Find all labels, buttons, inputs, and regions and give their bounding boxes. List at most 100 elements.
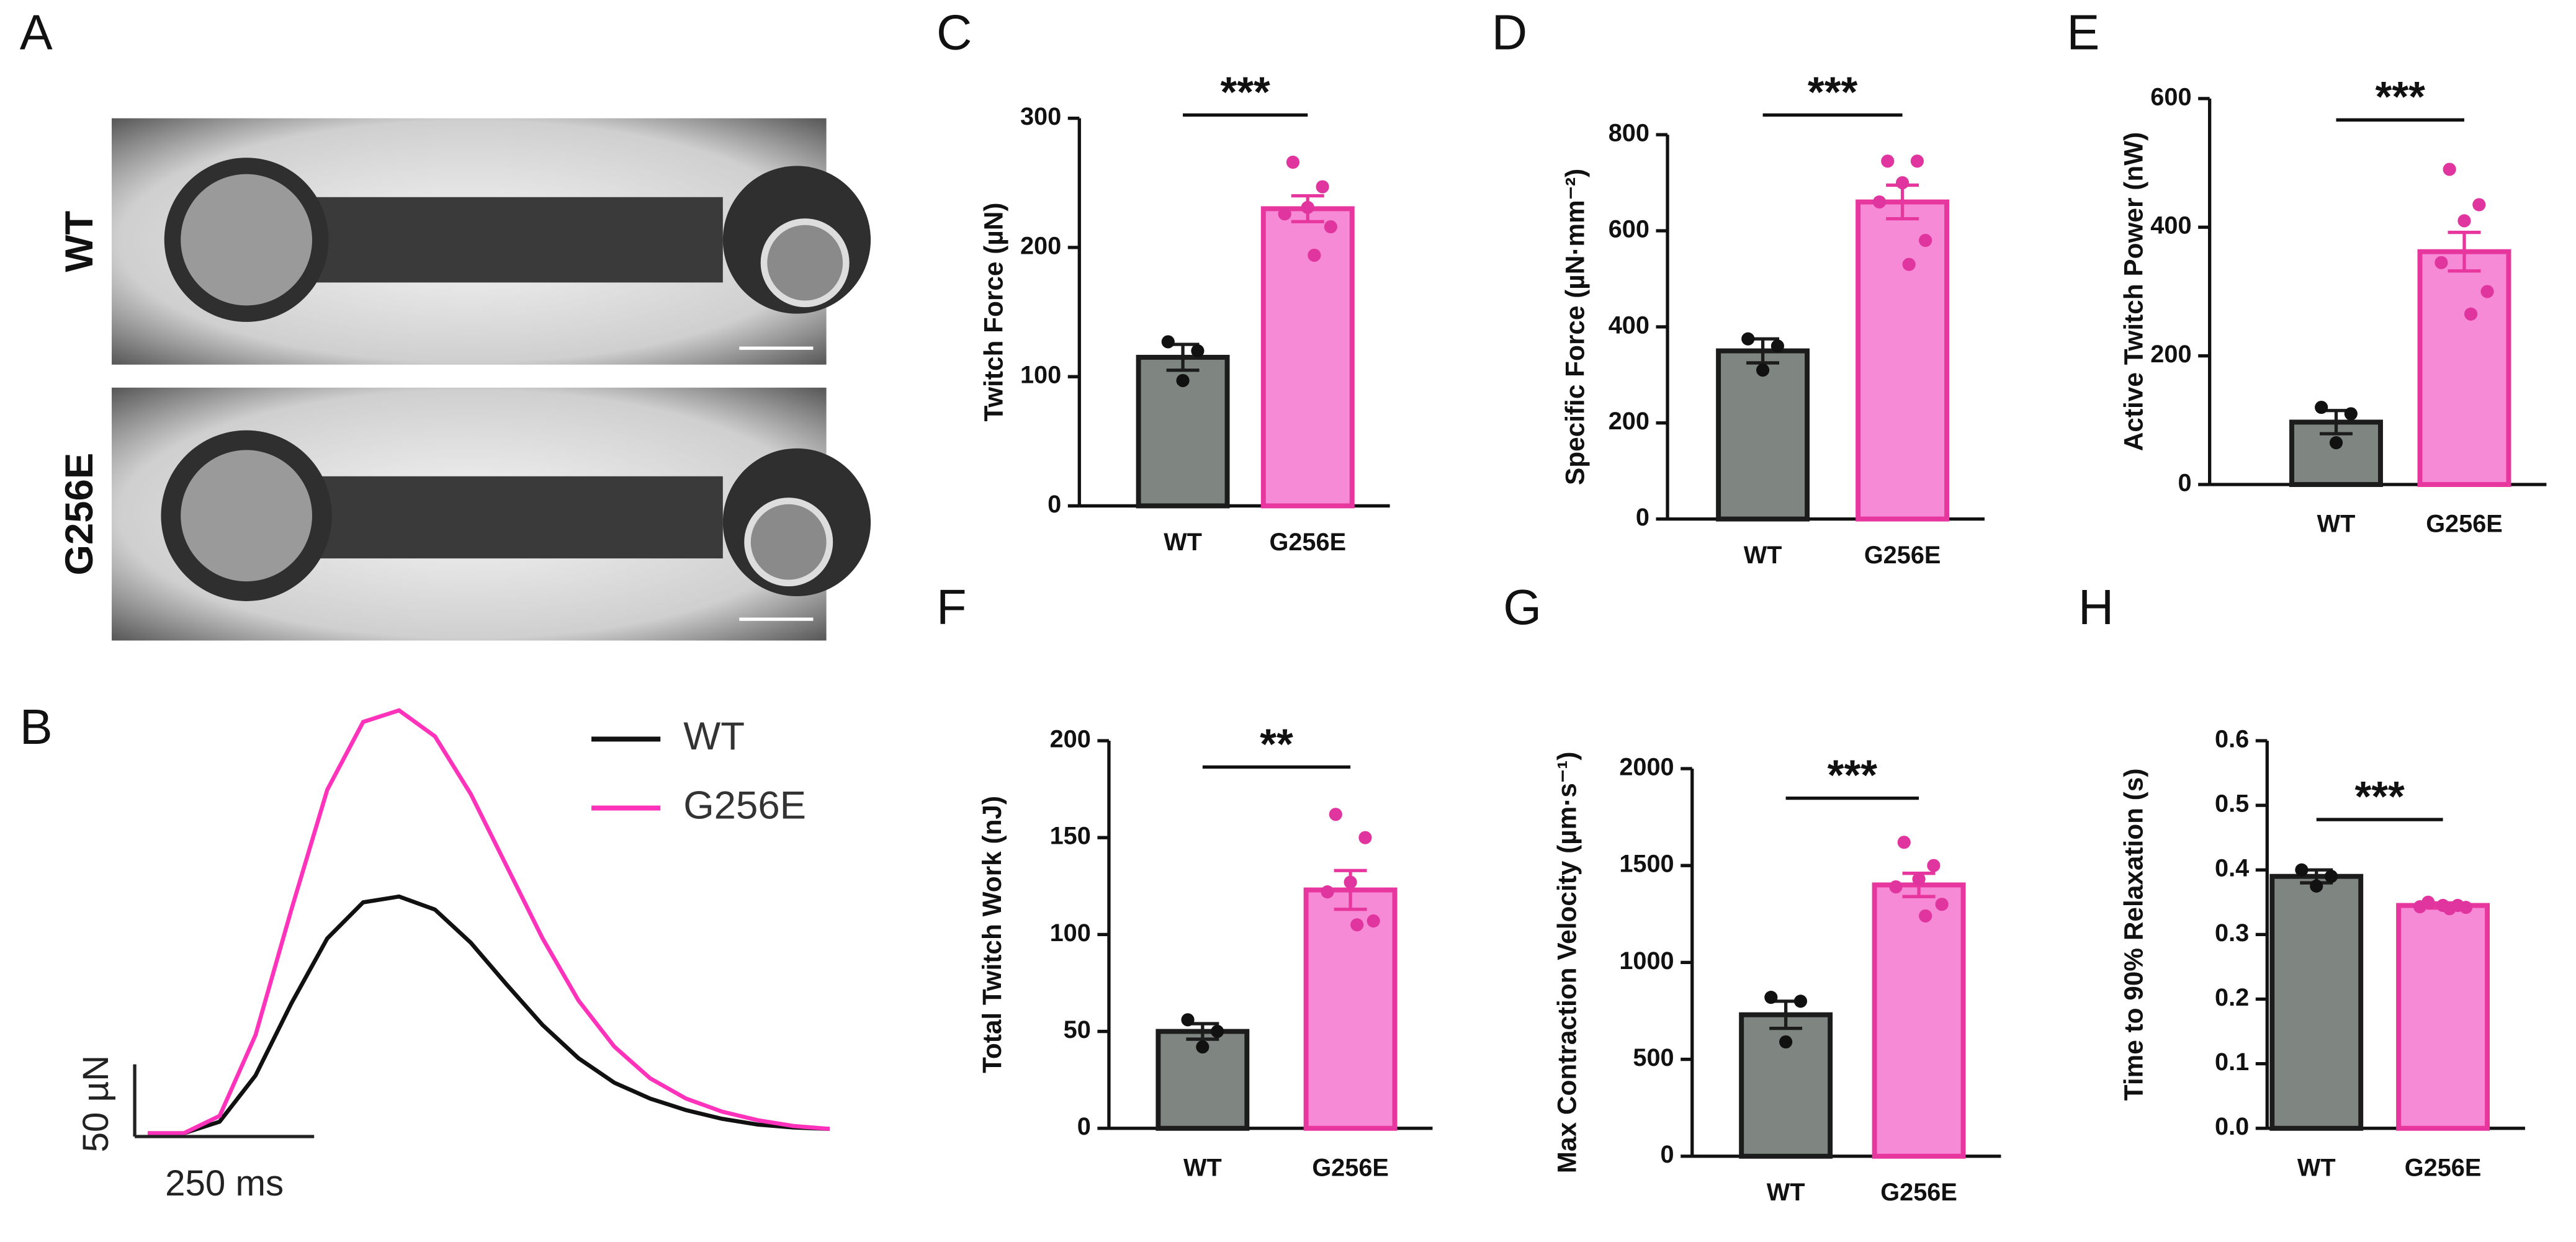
image-label: WT <box>57 211 101 272</box>
data-point <box>2329 436 2343 450</box>
y-tick-label: 1500 <box>1619 851 1674 878</box>
x-tick-label: G256E <box>1880 1179 1957 1206</box>
data-point <box>2435 256 2448 269</box>
y-axis-label: Specific Force (µN·mm⁻²) <box>1561 169 1590 485</box>
data-point <box>1741 332 1755 346</box>
significance-label: *** <box>2376 73 2426 121</box>
panel-letter: E <box>2067 4 2099 60</box>
bar <box>2269 873 2364 1131</box>
y-tick-label: 600 <box>1609 215 1649 243</box>
data-point <box>1196 1040 1209 1054</box>
data-point <box>1176 373 1190 388</box>
data-point <box>1793 994 1808 1008</box>
y-tick-label: 100 <box>1020 362 1061 389</box>
data-point <box>2315 400 2328 414</box>
data-point <box>2480 285 2494 298</box>
data-point <box>2413 900 2427 914</box>
y-tick-label: 200 <box>1609 408 1649 435</box>
x-tick-label: WT <box>2297 1154 2336 1181</box>
y-tick-label: 0.3 <box>2215 919 2249 947</box>
panel-letter: C <box>936 4 972 60</box>
y-tick-label: 100 <box>1050 919 1091 947</box>
scale-bar-y-label: 50 µN <box>76 1055 116 1153</box>
y-tick-label: 0 <box>1661 1141 1674 1168</box>
data-point <box>1286 155 1300 169</box>
data-point <box>1881 154 1895 168</box>
y-axis-label: Twitch Force (µN) <box>979 203 1008 422</box>
y-tick-label: 400 <box>1609 311 1649 339</box>
legend-label: G256E <box>683 783 806 827</box>
data-point <box>1889 880 1903 894</box>
bar <box>2396 903 2490 1131</box>
error-bar <box>2448 230 2481 273</box>
y-tick-label: 0 <box>1077 1113 1091 1140</box>
y-tick-label: 0 <box>1048 491 1061 518</box>
significance-label: ** <box>1260 720 1293 768</box>
x-tick-label: WT <box>1164 529 1202 556</box>
y-tick-label: 200 <box>1050 725 1091 753</box>
data-point <box>2344 407 2358 421</box>
data-point <box>1161 335 1175 349</box>
trace <box>148 894 830 1136</box>
data-point <box>1301 200 1314 214</box>
y-axis-label: Max Contraction Velocity (µm·s⁻¹) <box>1552 752 1581 1174</box>
data-point <box>1764 991 1778 1004</box>
data-point <box>1367 914 1380 928</box>
bar <box>1136 354 1230 509</box>
x-tick-label: G256E <box>1864 542 1941 569</box>
data-point <box>1181 1013 1195 1027</box>
y-tick-label: 0.2 <box>2215 984 2249 1011</box>
legend-label: WT <box>683 714 745 758</box>
y-tick-label: 200 <box>2150 341 2191 368</box>
data-point <box>1896 176 1910 190</box>
panel-letter: G <box>1503 579 1542 635</box>
data-point <box>2443 902 2456 916</box>
data-point <box>2310 879 2323 893</box>
y-tick-label: 0.0 <box>2215 1113 2249 1140</box>
bar <box>1303 887 1398 1131</box>
data-point <box>1897 836 1911 849</box>
panel-letter: H <box>2078 579 2114 635</box>
data-point <box>1770 339 1784 353</box>
y-tick-label: 200 <box>1020 232 1061 259</box>
data-point <box>1919 233 1932 248</box>
x-tick-label: G256E <box>2426 511 2503 538</box>
bar <box>2417 249 2511 487</box>
x-tick-label: G256E <box>1312 1154 1389 1181</box>
data-point <box>2457 214 2471 228</box>
bar <box>1260 206 1355 509</box>
y-tick-label: 800 <box>1609 120 1649 147</box>
x-tick-label: WT <box>1767 1179 1805 1206</box>
y-tick-label: 1000 <box>1619 947 1674 975</box>
data-point <box>1919 909 1932 923</box>
y-axis-label: Total Twitch Work (nJ) <box>977 796 1007 1073</box>
data-point <box>2459 901 2473 914</box>
image-label: G256E <box>57 453 101 576</box>
y-tick-label: 2000 <box>1619 753 1674 780</box>
data-point <box>1344 875 1357 889</box>
data-point <box>1912 872 1926 886</box>
trace <box>148 708 830 1136</box>
data-point <box>2464 307 2478 321</box>
data-point <box>2443 163 2456 176</box>
y-tick-label: 0 <box>1636 504 1649 531</box>
significance-label: *** <box>1828 751 1878 799</box>
y-tick-label: 0.4 <box>2215 855 2249 882</box>
data-point <box>1872 195 1887 209</box>
y-tick-label: 400 <box>2150 212 2191 239</box>
scale-bar-x-label: 250 ms <box>165 1163 284 1204</box>
micrograph-g256e <box>112 387 871 641</box>
y-tick-label: 600 <box>2150 83 2191 110</box>
y-tick-label: 300 <box>1020 103 1061 130</box>
x-tick-label: WT <box>2317 511 2356 538</box>
y-tick-label: 0.1 <box>2215 1048 2249 1076</box>
y-axis-label: Active Twitch Power (nW) <box>2119 132 2148 451</box>
panel-letter: D <box>1492 4 1527 60</box>
x-tick-label: G256E <box>2405 1154 2482 1181</box>
panel-letter: A <box>20 4 53 60</box>
data-point <box>2324 870 2338 883</box>
data-point <box>1324 220 1337 234</box>
data-point <box>1278 207 1291 221</box>
bar <box>1856 199 1950 522</box>
